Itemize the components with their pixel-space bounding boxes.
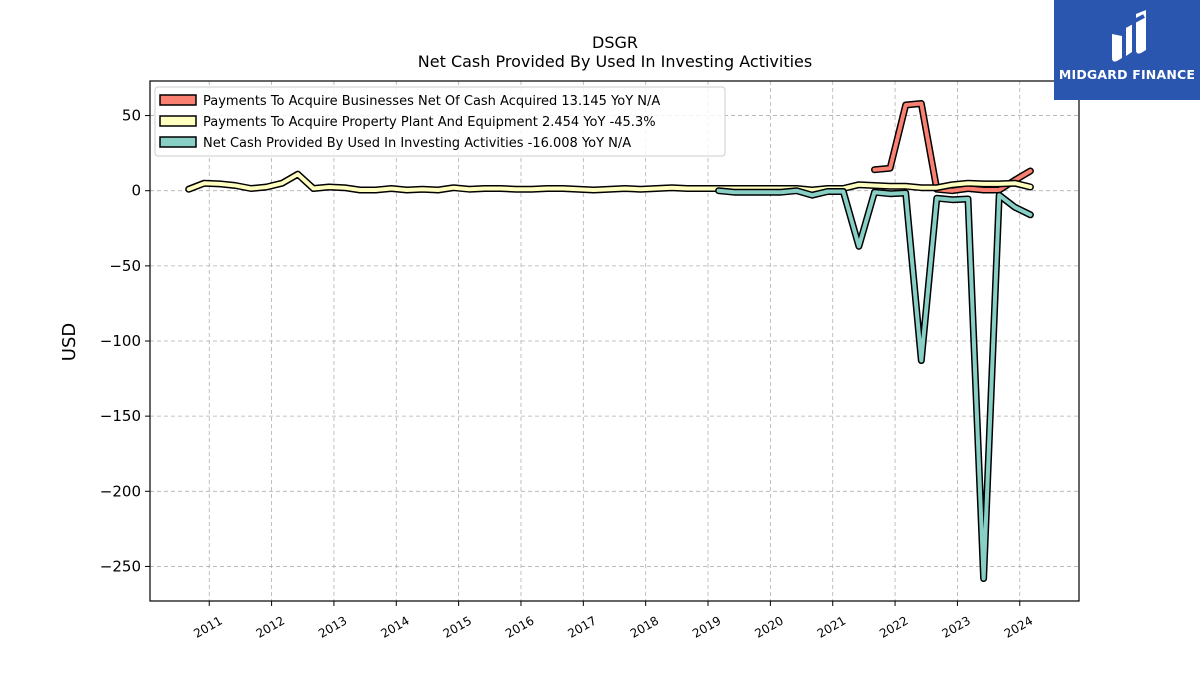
y-axis-label: USD (59, 323, 80, 361)
x-tick-label: 2016 (503, 613, 536, 640)
y-axis-ticks: 50 0 −50 −100 −150 −200 −250 (100, 107, 150, 575)
x-tick-label: 2023 (939, 613, 972, 640)
x-tick-label: 2012 (254, 613, 287, 640)
brand-logo: MIDGARD FINANCE (1054, 0, 1200, 100)
series-outline-3 (715, 187, 1034, 582)
x-tick-label: 2024 (1002, 613, 1035, 640)
y-tick-label: 0 (131, 182, 141, 200)
brand-name: MIDGARD FINANCE (1058, 67, 1196, 82)
y-tick-label: −250 (100, 557, 141, 575)
y-tick-label: −150 (100, 407, 141, 425)
chart-title: DSGR (592, 33, 638, 52)
grid (150, 81, 1079, 601)
x-tick-label: 2015 (441, 613, 474, 640)
x-tick-label: 2022 (877, 613, 910, 640)
x-tick-label: 2013 (316, 613, 349, 640)
x-tick-label: 2018 (628, 613, 661, 640)
legend-box (154, 86, 726, 157)
x-axis-ticks: 2011 2012 2013 2014 2015 2016 2017 2018 2019 2020… (191, 601, 1035, 641)
plot-series (185, 100, 1034, 582)
midgard-logo-icon (1112, 10, 1146, 62)
series-line-3 (716, 188, 1033, 581)
x-tick-label: 2021 (815, 613, 848, 640)
x-tick-label: 2020 (752, 613, 785, 640)
y-tick-label: −200 (100, 482, 141, 500)
x-tick-label: 2019 (690, 613, 723, 640)
legend: Payments To Acquire Businesses Net Of Ca… (154, 86, 726, 157)
legend-swatch-3 (159, 136, 197, 148)
legend-swatch-1 (159, 94, 197, 106)
legend-label-3: Net Cash Provided By Used In Investing A… (203, 136, 631, 151)
series-outline-1 (871, 100, 1034, 195)
x-tick-label: 2017 (565, 613, 598, 640)
legend-label-2: Payments To Acquire Property Plant And E… (203, 115, 656, 130)
series-line-2 (186, 172, 1033, 192)
y-tick-label: −50 (109, 257, 141, 275)
legend-swatch-2 (159, 115, 197, 127)
chart-subtitle: Net Cash Provided By Used In Investing A… (418, 52, 812, 71)
y-tick-label: 50 (122, 107, 141, 125)
y-tick-label: −100 (100, 332, 141, 350)
legend-label-1: Payments To Acquire Businesses Net Of Ca… (203, 94, 660, 109)
x-tick-label: 2011 (191, 613, 224, 640)
x-tick-label: 2014 (378, 613, 411, 640)
